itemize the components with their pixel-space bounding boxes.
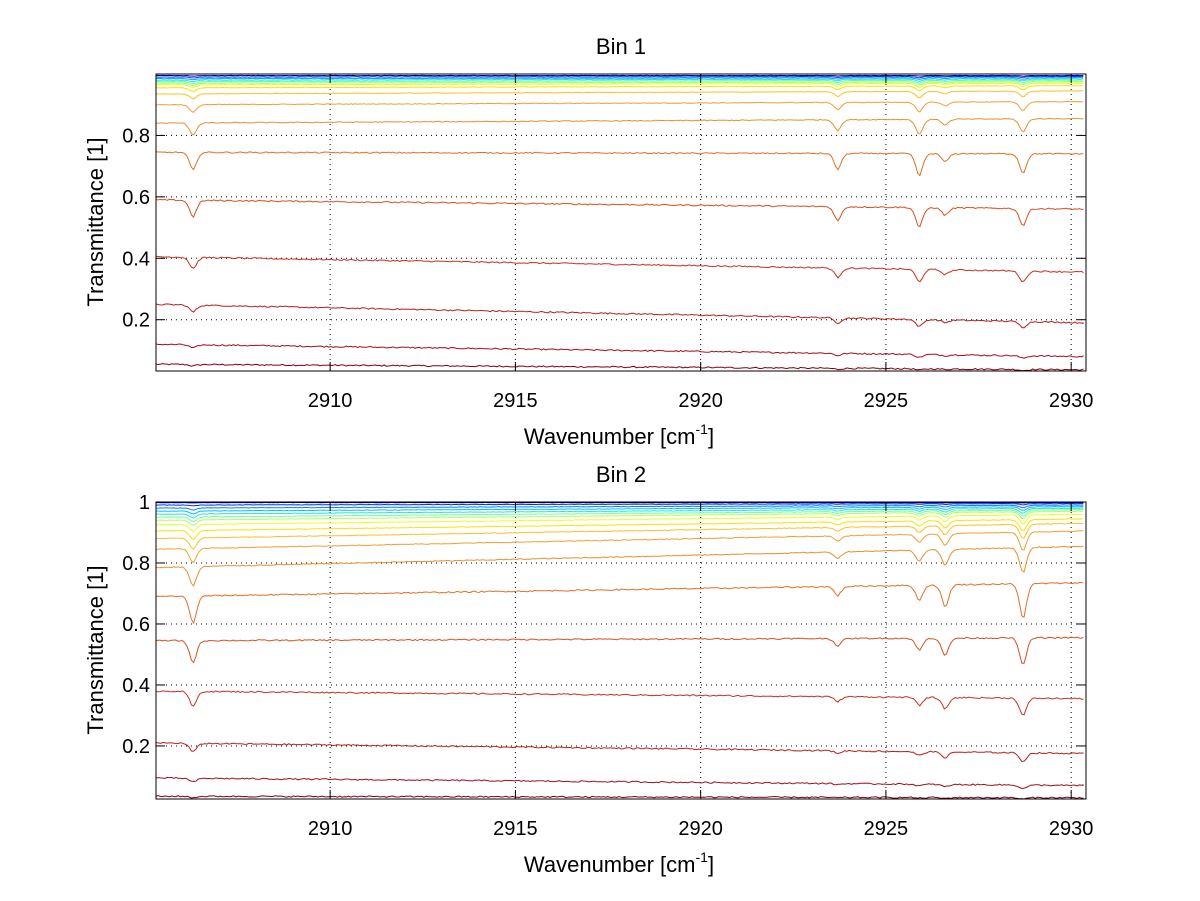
x-tick-labels: 2910 2915 2920 2925 2930: [308, 390, 1094, 412]
series-line: [155, 776, 1084, 790]
series-line: [156, 505, 1084, 515]
x-tick-label: 2915: [493, 818, 538, 840]
series-line: [155, 80, 1084, 87]
y-tick-labels: 0.2 0.4 0.6 0.8 1: [122, 492, 150, 758]
y-tick-label: 0.8: [122, 125, 150, 147]
series-line: [155, 75, 1084, 79]
series-line: [155, 303, 1084, 329]
x-axis-label-end: ]: [708, 424, 714, 449]
y-axis-label: Transmittance [1]: [83, 137, 108, 306]
series-line: [155, 90, 1084, 100]
series-line: [155, 74, 1084, 77]
y-tick-label: 0.2: [122, 736, 150, 758]
series-line: [155, 582, 1084, 625]
series-line: [155, 255, 1084, 283]
x-tick-label: 2920: [678, 818, 723, 840]
series-line: [155, 507, 1084, 519]
series-group: [155, 74, 1084, 372]
chart-title: Bin 1: [596, 34, 646, 59]
plot-frame: [155, 73, 1087, 372]
series-line: [155, 78, 1084, 83]
series-line: [155, 82, 1084, 89]
x-tick-label: 2910: [308, 818, 353, 840]
subplot-bin-1: Bin 1 2910 2915 2920 2925 2930 0.20.40.60.8 …: [83, 34, 1093, 449]
series-line: [155, 198, 1084, 228]
y-tick-label: 1: [139, 492, 150, 514]
y-tick-label: 0.8: [122, 553, 150, 575]
x-tick-label: 2910: [308, 390, 353, 412]
series-line: [155, 690, 1084, 716]
y-tick-label: 0.6: [122, 614, 150, 636]
series-line: [155, 363, 1084, 372]
series-line: [156, 518, 1084, 541]
x-tick-label: 2920: [678, 390, 723, 412]
series-line: [155, 508, 1084, 523]
series-line: [156, 76, 1084, 81]
y-tick-label: 0.6: [122, 187, 150, 209]
series-line: [155, 504, 1084, 511]
plot-frame: [155, 501, 1087, 800]
x-axis-label-superscript: -1: [696, 849, 709, 865]
series-line: [155, 117, 1084, 136]
ticks: [156, 501, 1086, 799]
series-line: [155, 795, 1084, 800]
x-tick-label: 2915: [493, 390, 538, 412]
x-tick-label: 2925: [864, 390, 909, 412]
series-line: [155, 100, 1084, 114]
ticks: [156, 74, 1086, 371]
x-axis-label: Wavenumber [cm-1]: [524, 421, 714, 449]
x-tick-label: 2925: [864, 818, 909, 840]
series-line: [155, 343, 1084, 359]
x-tick-labels: 2910 2915 2920 2925 2930: [308, 818, 1094, 840]
series-line: [155, 741, 1084, 763]
series-line: [155, 522, 1084, 550]
y-tick-label: 0.4: [122, 675, 150, 697]
series-line: [155, 530, 1084, 564]
series-line: [156, 84, 1084, 93]
series-line: [155, 636, 1084, 664]
series-line: [155, 502, 1084, 507]
series-line: [155, 545, 1084, 587]
series-line: [155, 513, 1084, 532]
x-axis-label-end: ]: [708, 852, 714, 877]
y-tick-label: 0.2: [122, 310, 150, 332]
series-line: [155, 510, 1084, 526]
x-axis-label-main: Wavenumber [cm: [524, 852, 696, 877]
x-tick-label: 2930: [1049, 390, 1094, 412]
subplot-bin-2: Bin 2 2910 2915 2920 2925 2930 0.2 0.4 0.6 0.8 1…: [83, 462, 1093, 877]
chart-title: Bin 2: [596, 462, 646, 487]
x-axis-label: Wavenumber [cm-1]: [524, 849, 714, 877]
series-group: [155, 501, 1084, 800]
x-axis-label-main: Wavenumber [cm: [524, 424, 696, 449]
y-tick-labels: 0.2 0.4 0.6 0.8: [122, 125, 150, 331]
y-tick-label: 0.4: [122, 248, 150, 270]
x-tick-label: 2930: [1049, 818, 1094, 840]
grid: [156, 74, 1086, 371]
y-axis-label: Transmittance [1]: [83, 565, 108, 734]
series-line: [155, 79, 1084, 85]
grid: [156, 502, 1086, 799]
x-axis-label-superscript: -1: [696, 421, 709, 437]
series-line: [155, 151, 1084, 177]
